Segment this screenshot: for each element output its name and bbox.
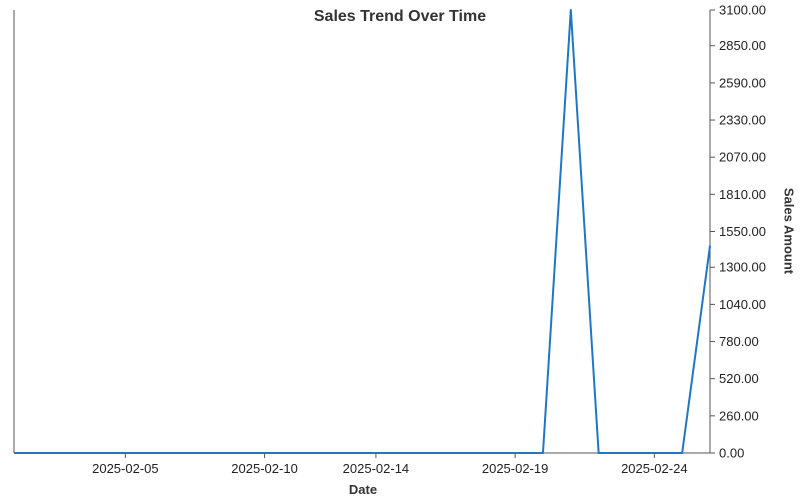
- y-tick-label: 2070.00: [719, 150, 766, 165]
- x-tick-label: 2025-02-10: [231, 461, 298, 476]
- y-tick-label: 1550.00: [719, 224, 766, 239]
- y-axis-label: Sales Amount: [781, 187, 797, 275]
- y-tick-label: 2850.00: [719, 38, 766, 53]
- series-line-0: [14, 9, 711, 454]
- y-tick-label: 1300.00: [719, 260, 766, 275]
- y-tick-label: 3100.00: [719, 3, 766, 18]
- y-tick-label: 780.00: [719, 334, 759, 349]
- chart-title: Sales Trend Over Time: [313, 8, 487, 25]
- y-tick-label: 2590.00: [719, 75, 766, 90]
- x-tick-label: 2025-02-24: [621, 461, 688, 476]
- y-tick-label: 0.00: [719, 446, 744, 461]
- y-tick-label: 1810.00: [719, 187, 766, 202]
- x-axis-label: Date: [348, 482, 378, 497]
- x-tick-label: 2025-02-14: [343, 461, 410, 476]
- y-tick-label: 1040.00: [719, 297, 766, 312]
- x-tick-label: 2025-02-19: [482, 461, 549, 476]
- y-tick-label: 260.00: [719, 408, 759, 423]
- y-tick-label: 520.00: [719, 371, 759, 386]
- y-tick-label: 2330.00: [719, 113, 766, 128]
- x-tick-label: 2025-02-05: [92, 461, 159, 476]
